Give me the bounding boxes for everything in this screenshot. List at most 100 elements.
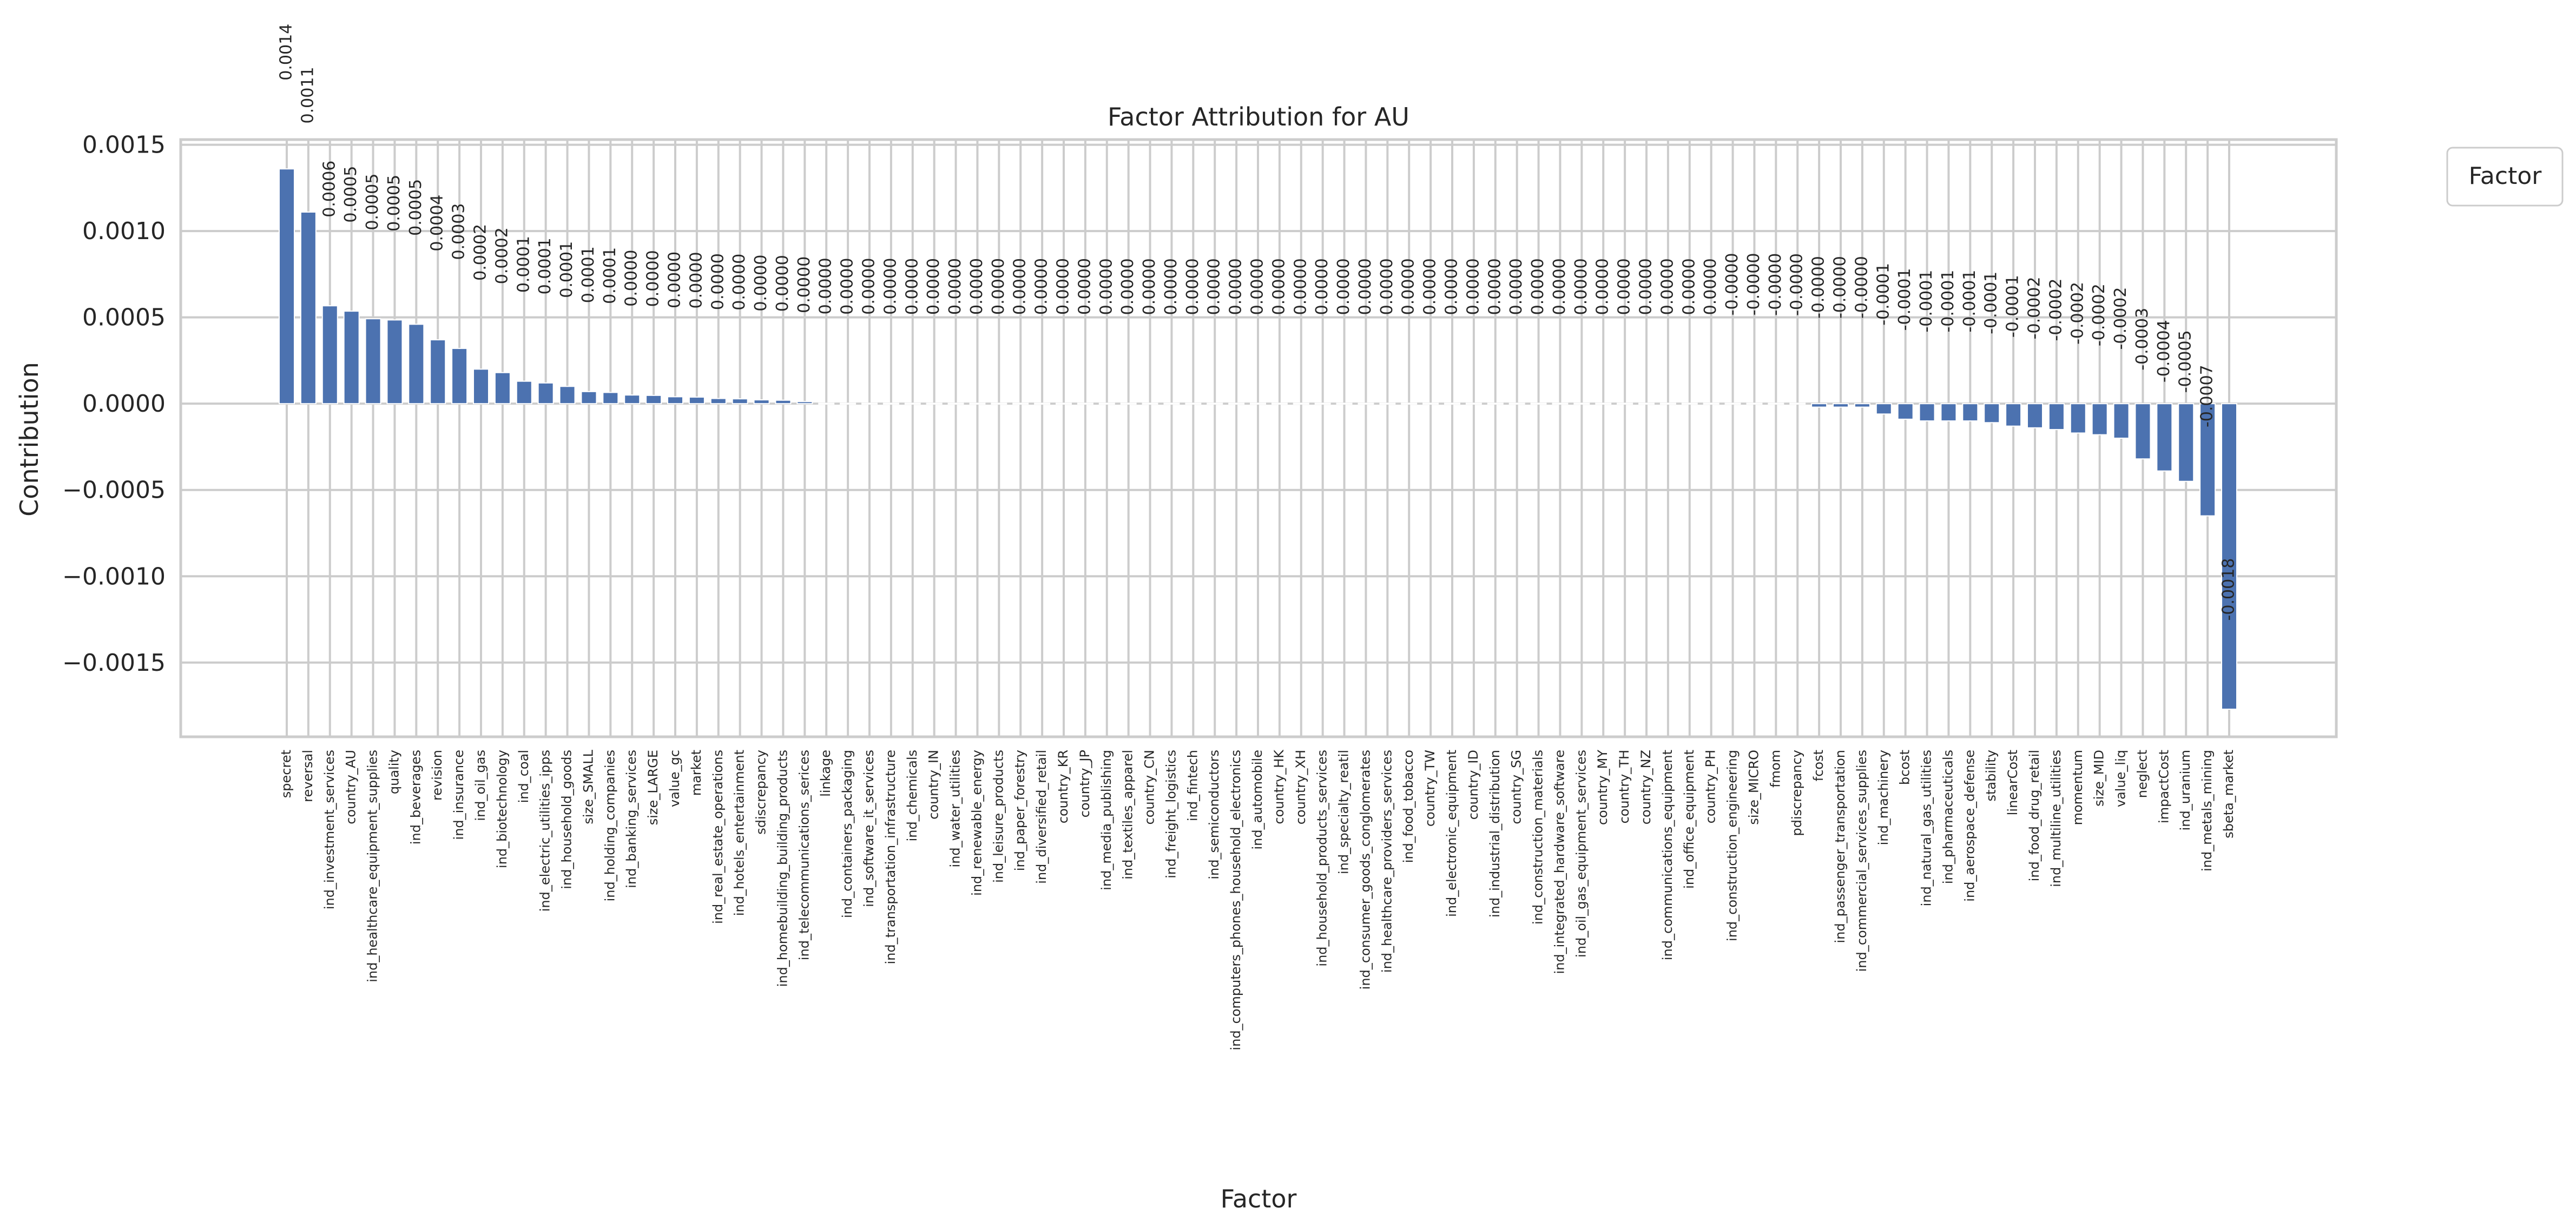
chart-title: Factor Attribution for AU <box>1108 102 1409 131</box>
bar-size_LARGE <box>645 394 662 405</box>
x-tick-label: ind_household_products_services <box>1315 750 1330 967</box>
value-label: 0.0000 <box>1378 258 1396 315</box>
value-label: 0.0000 <box>838 258 857 315</box>
value-label: 0.0000 <box>1485 258 1504 315</box>
bar-reversal <box>300 212 317 405</box>
bar-pdiscrepancy <box>1789 402 1806 405</box>
value-label: 0.0000 <box>1162 258 1181 315</box>
x-tick-label: ind_multiline_utilities <box>2048 750 2064 887</box>
y-tick-label: 0.0010 <box>82 217 166 245</box>
bar-ind_automobile <box>1250 402 1266 405</box>
value-label: 0.0000 <box>1269 258 1288 315</box>
value-label: 0.0001 <box>514 236 533 293</box>
bar-ind_communications_equipment <box>1659 402 1676 405</box>
bar-country_SG <box>1508 402 1525 405</box>
bar-ind_coal <box>516 380 532 405</box>
x-axis-label: Factor <box>1221 1184 1297 1213</box>
bar-fmom <box>1768 402 1784 405</box>
bar-country_TW <box>1422 402 1439 405</box>
bar-ind_uranium <box>2178 403 2195 482</box>
value-label: -0.0000 <box>1809 256 1828 319</box>
x-tick-label: ind_holding_companies <box>602 750 617 901</box>
x-tick-label: ind_household_goods <box>559 750 575 889</box>
x-tick-label: linkage <box>818 750 833 797</box>
x-tick-label: country_HK <box>1271 749 1287 824</box>
value-label: 0.0000 <box>881 258 900 315</box>
bar-ind_household_products_services <box>1314 402 1331 405</box>
value-label: 0.0000 <box>1075 258 1094 315</box>
bar-fcost <box>1811 403 1828 408</box>
bar-sdiscrepancy <box>753 399 770 405</box>
value-label: -0.0001 <box>1939 270 1958 333</box>
x-tick-label: ind_healthcare_equipment_supplies <box>365 750 380 982</box>
bar-country_CN <box>1142 402 1158 405</box>
x-tick-label: ind_healthcare_providers_services <box>1379 750 1394 973</box>
bar-ind_freight_logistics <box>1163 402 1180 405</box>
x-tick-label: ind_consumer_goods_conglomerates <box>1358 750 1373 989</box>
bars <box>279 168 2237 710</box>
bar-revision <box>430 339 446 405</box>
bar-ind_integrated_hardware_software <box>1552 402 1569 405</box>
value-label: -0.0001 <box>1895 268 1914 331</box>
bar-impactCost <box>2156 403 2173 472</box>
bar-ind_transportation_infrastructure <box>882 402 899 405</box>
x-tick-label: sdiscrepancy <box>754 750 769 835</box>
x-tick-label: ind_natural_gas_utilities <box>1919 750 1934 906</box>
x-tick-label: country_TW <box>1422 750 1438 827</box>
value-label: -0.0001 <box>1874 263 1893 326</box>
x-tick-label: country_NZ <box>1638 750 1653 824</box>
value-label: 0.0001 <box>536 237 555 294</box>
value-label: -0.0007 <box>2198 365 2217 427</box>
x-tick-label: fcost <box>1811 750 1826 781</box>
x-tick-label: value_gc <box>667 750 682 807</box>
value-label: 0.0000 <box>644 250 663 307</box>
x-tick-label: ind_biotechnology <box>495 750 510 868</box>
bar-bcost <box>1897 403 1914 420</box>
x-tick-label: ind_fintech <box>1185 750 1200 821</box>
x-tick-label: ind_industrial_distribution <box>1487 750 1503 917</box>
x-tick-label: ind_passenger_transportation <box>1833 750 1848 943</box>
value-label: -0.0005 <box>2176 330 2195 393</box>
x-tick-label: ind_water_utilities <box>948 750 963 867</box>
value-label: -0.0002 <box>2111 287 2130 350</box>
value-label: 0.0000 <box>687 252 706 309</box>
value-label: -0.0000 <box>1744 253 1763 315</box>
x-tick-label: ind_oil_gas_equipment_services <box>1573 750 1589 958</box>
x-tick-label: ind_paper_forestry <box>1012 750 1027 871</box>
bar-ind_aerospace_defense <box>1962 403 1979 422</box>
bar-country_MY <box>1595 402 1612 405</box>
x-tick-label: country_PH <box>1703 750 1718 823</box>
value-label: 0.0001 <box>579 246 598 303</box>
value-label: 0.0000 <box>1507 258 1526 315</box>
value-label: 0.0000 <box>1550 258 1569 315</box>
x-tick-label: ind_coal <box>516 750 531 803</box>
value-label: 0.0000 <box>622 250 641 307</box>
x-tick-labels: specret reversal ind_investment_services co… <box>279 749 2236 1051</box>
value-label: 0.0000 <box>666 252 684 308</box>
bar-ind_diversified_retail <box>1034 402 1051 405</box>
legend-title: Factor <box>2469 162 2542 190</box>
bar-size_MICRO <box>1746 402 1763 405</box>
value-label: 0.0000 <box>1140 258 1159 315</box>
x-tick-label: momentum <box>2070 750 2085 825</box>
bar-ind_electronic_equipment <box>1444 402 1460 405</box>
bar-country_HK <box>1271 402 1288 405</box>
value-label: 0.0000 <box>1334 258 1353 315</box>
bar-country_KR <box>1056 402 1072 405</box>
bar-country_JP <box>1077 402 1093 405</box>
value-label: 0.0005 <box>363 174 382 230</box>
x-tick-label: ind_pharmaceuticals <box>1940 750 1955 884</box>
x-tick-label: country_KR <box>1056 750 1071 823</box>
bar-ind_leisure_products <box>991 402 1007 405</box>
value-label: 0.0000 <box>1464 258 1483 315</box>
bar-ind_consumer_goods_conglomerates <box>1358 402 1374 405</box>
x-tick-label: ind_construction_engineering <box>1725 750 1740 941</box>
value-label: -0.0001 <box>2004 275 2022 338</box>
value-label: 0.0000 <box>795 256 814 313</box>
x-tick-label: linearCost <box>2005 750 2020 815</box>
bar-ind_renewable_energy <box>969 402 986 405</box>
y-tick-label: 0.0005 <box>82 304 166 332</box>
